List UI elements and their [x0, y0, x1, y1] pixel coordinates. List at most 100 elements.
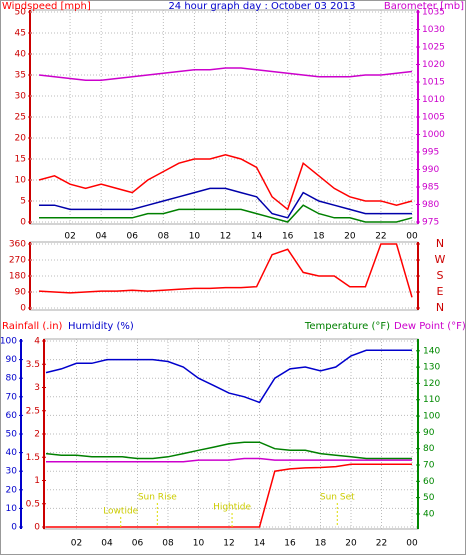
series-line — [38, 67, 413, 82]
y-tick-label: E — [437, 285, 444, 298]
y-tick-label: 100 — [423, 412, 440, 422]
y-tick-label: 50 — [6, 430, 18, 440]
y-tick-label: 180 — [9, 272, 26, 282]
y-tick-label: 80 — [423, 444, 435, 454]
y-tick-label: 1000 — [422, 130, 445, 140]
x-tick-label: 02 — [71, 539, 82, 549]
y-tick-label: 270 — [9, 256, 26, 266]
y-tick-label: 1020 — [422, 60, 445, 70]
y-tick-label: 10 — [15, 176, 27, 186]
y-tick-label: 1005 — [422, 113, 445, 123]
x-tick-label: 04 — [95, 232, 107, 242]
series-line — [38, 154, 413, 211]
y-tick-label: 360 — [9, 240, 26, 250]
series-line — [39, 204, 413, 223]
y-tick-label: 1.5 — [26, 453, 40, 463]
y-tick-label: 2.5 — [26, 406, 40, 416]
x-tick-label: 18 — [313, 232, 325, 242]
y-tick-label: 15 — [15, 155, 26, 165]
legend-entry: Rainfall (.in) — [2, 321, 63, 332]
legend-entry: Temperature (°F) — [304, 321, 390, 332]
y-tick-label: 50 — [423, 493, 435, 503]
x-tick-label: 12 — [220, 232, 231, 242]
y-tick-label: 3 — [34, 383, 40, 393]
x-tick-label: 06 — [132, 539, 144, 549]
y-tick-label: 60 — [6, 411, 18, 421]
y-tick-label: 70 — [6, 392, 18, 402]
y-tick-label: 40 — [6, 448, 18, 458]
x-tick-label: 08 — [162, 539, 174, 549]
y-tick-label: 0 — [20, 304, 26, 314]
x-tick-label: 04 — [101, 539, 113, 549]
x-tick-label: 14 — [254, 539, 266, 549]
x-tick-label: 22 — [376, 539, 387, 549]
x-tick-label: 02 — [64, 232, 75, 242]
series-line — [45, 349, 412, 404]
x-tick-label: 10 — [193, 539, 205, 549]
x-tick-label: 20 — [344, 232, 356, 242]
x-tick-label: 16 — [282, 232, 294, 242]
annotation: Hightide — [213, 503, 251, 513]
series-line — [39, 187, 412, 219]
legend-entry: Humidity (%) — [68, 321, 134, 332]
y-tick-label: 2 — [34, 430, 40, 440]
series-line — [38, 243, 413, 298]
x-tick-label: 06 — [127, 232, 139, 242]
x-tick-label: 00 — [406, 232, 418, 242]
y-tick-label: 80 — [6, 374, 18, 384]
y-tick-label: 1030 — [422, 25, 445, 35]
y-tick-label: 30 — [6, 467, 18, 477]
y-tick-label: 25 — [15, 113, 26, 123]
y-tick-label: 30 — [15, 92, 27, 102]
y-tick-label: 1 — [34, 476, 40, 486]
y-tick-label: 980 — [422, 200, 439, 210]
x-tick-label: 08 — [158, 232, 170, 242]
x-tick-label: 10 — [189, 232, 201, 242]
annotation: Sun Rise — [138, 493, 177, 503]
series-line — [46, 463, 412, 528]
y-tick-label: 100 — [0, 337, 17, 347]
y-tick-label: 3.5 — [26, 360, 40, 370]
y-tick-label: 1010 — [422, 95, 445, 105]
annotation: Lowtide — [103, 507, 138, 517]
x-tick-label: 20 — [345, 539, 357, 549]
y-tick-label: N — [436, 237, 444, 250]
y-tick-label: 975 — [422, 218, 439, 228]
series-line — [46, 457, 412, 463]
chart-title: 24 hour graph day : October 03 2013 — [168, 1, 355, 12]
y-tick-label: 120 — [423, 379, 440, 389]
y-tick-label: 40 — [15, 50, 27, 60]
y-tick-label: 90 — [423, 428, 435, 438]
y-tick-label: 4 — [34, 337, 40, 347]
y-tick-label: 20 — [6, 485, 18, 495]
y-tick-label: 1035 — [422, 8, 445, 18]
y-tick-label: 1025 — [422, 43, 445, 53]
y-tick-label: N — [436, 301, 444, 314]
y-tick-label: 5 — [20, 197, 26, 207]
y-tick-label: 0 — [11, 523, 17, 533]
y-tick-label: 35 — [15, 71, 26, 81]
x-tick-label: 16 — [284, 539, 296, 549]
legend-entry: Windspeed [mph] — [2, 1, 91, 12]
y-tick-label: W — [435, 253, 446, 266]
y-tick-label: 0.5 — [26, 499, 40, 509]
x-tick-label: 18 — [315, 539, 327, 549]
y-tick-label: S — [437, 269, 444, 282]
y-tick-label: 45 — [15, 29, 26, 39]
legend-entry: Dew Point (°F) — [394, 321, 466, 332]
x-tick-label: 12 — [223, 539, 234, 549]
y-tick-label: 90 — [6, 355, 18, 365]
legend-entry: Barometer [mb] — [384, 1, 464, 12]
x-tick-label: 00 — [406, 539, 418, 549]
y-tick-label: 20 — [15, 134, 27, 144]
y-tick-label: 110 — [423, 395, 440, 405]
y-tick-label: 995 — [422, 148, 439, 158]
y-tick-label: 60 — [423, 477, 435, 487]
x-tick-label: 14 — [251, 232, 263, 242]
y-tick-label: 0 — [34, 523, 40, 533]
y-tick-label: 985 — [422, 183, 439, 193]
series-line — [45, 441, 412, 460]
y-tick-label: 50 — [15, 8, 27, 18]
y-tick-label: 130 — [423, 363, 440, 373]
